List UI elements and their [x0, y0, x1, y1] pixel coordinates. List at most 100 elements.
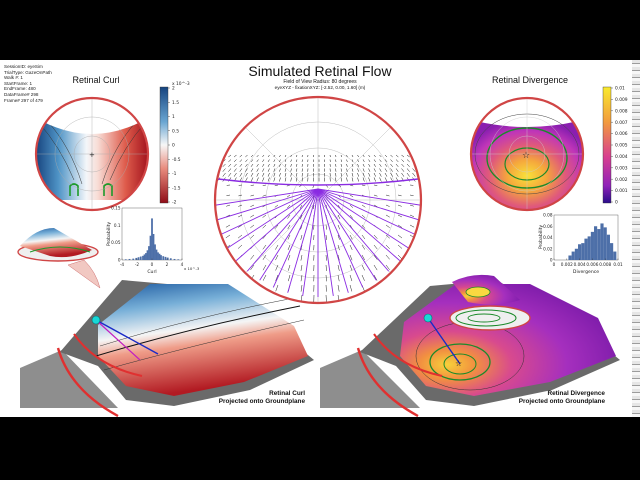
flow-arrow	[267, 159, 270, 163]
flow-arrow	[287, 244, 291, 251]
flow-arrow	[225, 224, 231, 228]
flow-arrow	[256, 177, 259, 182]
divergence-hist-bar	[578, 244, 582, 260]
divergence-hist-ytick-label: 0.04	[543, 235, 553, 240]
flow-arrow	[245, 172, 248, 177]
flow-arrow	[362, 177, 365, 182]
flow-streamline	[317, 188, 421, 207]
flow-streamline	[317, 188, 349, 293]
curl-hist-bar	[142, 255, 144, 260]
flow-arrow	[222, 168, 226, 172]
flow-arrow	[362, 154, 365, 158]
flow-arrow	[238, 194, 243, 197]
divergence-hist-bar	[571, 251, 575, 260]
flow-arrow	[284, 177, 287, 182]
flow-arrow	[409, 204, 414, 207]
curl-zero-contour	[69, 183, 113, 196]
flow-arrow	[361, 184, 366, 186]
flow-arrow	[373, 163, 376, 167]
flow-arrow	[335, 154, 337, 158]
curl-colorbar-tick-label: 1	[172, 114, 175, 120]
flow-arrow	[313, 204, 315, 209]
flow-arrow	[300, 214, 303, 220]
flow-arrow	[368, 172, 371, 177]
flow-arrow	[273, 168, 276, 172]
flow-arrow	[250, 154, 254, 158]
flow-arrow	[335, 177, 337, 182]
flow-arrow	[296, 177, 298, 182]
curl-eye-marker	[91, 315, 101, 325]
flow-arrow	[373, 177, 376, 182]
flow-arrow	[351, 172, 354, 177]
flow-arrow	[340, 177, 342, 182]
curl-ground-heatmap	[98, 284, 308, 396]
flow-arrow	[337, 224, 340, 230]
flow-arrow	[406, 163, 410, 167]
curl-hist-bar	[158, 253, 161, 260]
divergence-hist-ytick-label: 0.02	[543, 246, 553, 251]
flow-arrow	[406, 168, 410, 172]
curl-hist-bar	[152, 234, 155, 260]
curl-hist-bar	[169, 258, 172, 260]
flow-arrow	[262, 172, 265, 177]
divergence-foot-path	[373, 333, 443, 377]
flow-arrow	[228, 159, 232, 163]
divergence-hist-xtick-label: 0.01	[613, 262, 623, 267]
fixation-star-marker: ☆	[455, 359, 462, 368]
flow-arrow	[385, 214, 390, 218]
flow-arrow	[250, 163, 254, 167]
curl-fov-ring	[34, 96, 150, 212]
flow-arrow	[368, 163, 371, 167]
flow-arrow	[384, 163, 388, 167]
divergence-hist-xtick-label: 0.008	[599, 262, 611, 267]
curl-hist-bar	[148, 246, 150, 260]
divergence-hist-bar	[587, 236, 591, 260]
flow-arrow	[384, 168, 388, 172]
flow-arrow	[397, 224, 403, 228]
curl-colorbar: 2 1.5 1 0.5 0 -0.5 -1 -1.5 -2 x 10^-3	[159, 81, 190, 206]
curl-colorbar-tick-label: -2	[172, 200, 177, 206]
flow-arrow	[267, 163, 270, 167]
flow-arrow	[262, 159, 265, 163]
flow-arrow	[385, 224, 390, 228]
flow-arrow	[296, 172, 298, 177]
flow-arrow	[349, 214, 353, 219]
flow-arrow	[368, 154, 371, 158]
flow-arrow	[225, 234, 231, 239]
flow-arrow	[379, 168, 382, 172]
curl-hist-ytick-label: 0.15	[111, 206, 121, 211]
right-edge-strip	[632, 60, 640, 417]
flow-arrow	[274, 224, 279, 229]
divergence-colorbar-tick-label: 0.003	[615, 165, 628, 171]
flow-arrow	[284, 154, 287, 158]
meta-end-frame: EndFrame: 480	[4, 86, 36, 92]
flow-arrow	[395, 154, 399, 158]
flow-arrow	[335, 168, 337, 172]
flow-arrow	[273, 172, 276, 177]
curl-ground-zero-line	[95, 305, 301, 357]
flow-arrow	[250, 194, 255, 197]
flow-arrow	[233, 172, 237, 177]
flow-arrow	[335, 172, 337, 177]
flow-arrow	[373, 168, 376, 172]
divergence-hist-ytick-label: 0	[550, 258, 553, 263]
divergence-title: Retinal Divergence	[491, 75, 569, 85]
flow-streamline	[287, 188, 319, 293]
flow-arrow	[395, 172, 399, 177]
flow-arrow	[325, 234, 327, 240]
curl-hist-xlabel: Curl	[147, 269, 156, 275]
curl-ground-contour	[99, 297, 295, 347]
curl-retinal-map: +	[34, 96, 150, 212]
flow-arrow	[373, 274, 378, 281]
flow-arrow	[250, 168, 254, 172]
curl-hist-bar	[124, 259, 127, 260]
flow-arrow	[406, 172, 410, 177]
curl-hist-ytick-label: 0	[118, 258, 121, 263]
curl-hist-bar	[143, 254, 146, 260]
flow-arrow	[401, 154, 405, 158]
flow-arrow	[397, 194, 402, 197]
divergence-hist-ylabel: Probability	[538, 225, 544, 250]
flow-arrow	[325, 254, 327, 261]
divergence-foot-path	[356, 347, 419, 417]
flow-arrow	[262, 274, 267, 281]
